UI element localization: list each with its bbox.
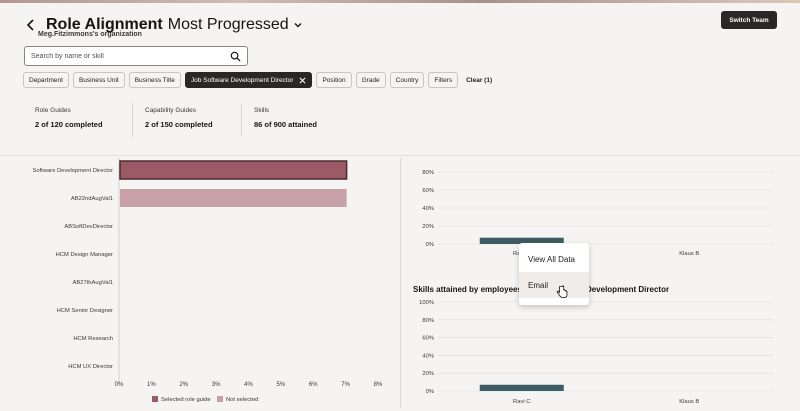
filter-country[interactable]: Country bbox=[389, 72, 425, 88]
stats-row: Role Guides 2 of 120 completed Capabilit… bbox=[24, 103, 329, 137]
stat-label: Capability Guides bbox=[145, 107, 196, 114]
skills-chart-title: Skills attained by employees in Job Soft… bbox=[413, 285, 670, 294]
filter-label: Department bbox=[29, 76, 63, 84]
switch-team-button[interactable]: Switch Team bbox=[721, 11, 777, 29]
organization-label: Meg.Fitzimmons's organization bbox=[38, 31, 142, 38]
category-label: HCM Research bbox=[73, 336, 113, 342]
stat-capability-guides: Capability Guides 2 of 150 completed bbox=[132, 103, 241, 137]
x-tick-label: 3% bbox=[212, 382, 221, 388]
chart-divider bbox=[400, 158, 401, 408]
stat-value: 86 of 900 attained bbox=[254, 120, 317, 129]
menu-item-email[interactable]: Email bbox=[519, 272, 589, 298]
x-tick-label: 4% bbox=[244, 382, 253, 388]
filter-business-unit[interactable]: Business Unit bbox=[72, 72, 125, 88]
x-tick-label: 2% bbox=[179, 382, 188, 388]
context-menu: View All Data Email bbox=[519, 243, 589, 305]
x-category-label: Klaus B bbox=[679, 399, 699, 405]
role-guide-chart: Software Development Director AB22ndAugVa… bbox=[32, 158, 383, 403]
category-label: Software Development Director bbox=[32, 168, 113, 174]
category-label: HCM Design Manager bbox=[56, 252, 113, 258]
filter-label: Business Unit bbox=[78, 76, 119, 84]
category-label: ABSoftDevDirector bbox=[64, 224, 113, 230]
stat-skills: Skills 86 of 900 attained bbox=[241, 103, 329, 137]
chevron-down-icon[interactable] bbox=[293, 20, 303, 30]
search-input[interactable] bbox=[31, 52, 230, 60]
stat-role-guides: Role Guides 2 of 120 completed bbox=[24, 103, 132, 137]
filter-bar: Department Business Unit Business Title … bbox=[23, 72, 496, 88]
y-tick-label: 20% bbox=[422, 371, 434, 377]
x-tick-label: 8% bbox=[374, 382, 383, 388]
category-label: HCM UX Director bbox=[68, 364, 113, 370]
filter-label: Business Title bbox=[134, 76, 175, 84]
filter-label: Position bbox=[322, 76, 346, 84]
close-icon[interactable] bbox=[299, 77, 306, 84]
skills-attained-chart: 0% 20% 40% 60% 80% 100% Ravi C Klaus B bbox=[419, 300, 773, 405]
stat-value: 2 of 120 completed bbox=[35, 120, 103, 129]
stat-value: 2 of 150 completed bbox=[145, 120, 213, 129]
page-header: Role Alignment Most Progressed bbox=[24, 10, 303, 40]
category-label: AB27thAugVal1 bbox=[72, 280, 113, 286]
top-decorative-strip bbox=[0, 0, 800, 3]
category-label: AB22ndAugVal1 bbox=[71, 196, 113, 202]
bar-ab22ndaugval1 bbox=[120, 189, 347, 207]
y-tick-label: 0% bbox=[426, 242, 434, 248]
y-tick-label: 40% bbox=[422, 206, 434, 212]
x-tick-label: 5% bbox=[277, 382, 286, 388]
x-tick-label: 1% bbox=[147, 382, 156, 388]
legend-swatch-not-selected bbox=[217, 396, 223, 402]
x-tick-label: 6% bbox=[309, 382, 318, 388]
filter-position[interactable]: Position bbox=[316, 72, 352, 88]
legend-label-selected: Selected role guide bbox=[161, 397, 211, 403]
filter-label: Job Software Development Director bbox=[190, 76, 294, 84]
y-tick-label: 60% bbox=[422, 188, 434, 194]
filter-more[interactable]: Filters bbox=[428, 72, 459, 88]
y-tick-label: 0% bbox=[426, 389, 434, 395]
search-box[interactable] bbox=[24, 46, 248, 66]
filter-label: Grade bbox=[361, 76, 380, 84]
clear-filters-button[interactable]: Clear (1) bbox=[466, 76, 493, 84]
back-icon[interactable] bbox=[24, 18, 38, 32]
y-tick-label: 100% bbox=[419, 300, 434, 306]
x-category-label: Klaus B bbox=[679, 251, 699, 257]
y-tick-label: 80% bbox=[422, 170, 434, 176]
y-tick-label: 60% bbox=[422, 336, 434, 342]
x-tick-label: 0% bbox=[115, 382, 124, 388]
y-tick-label: 80% bbox=[422, 318, 434, 324]
x-category-label: Ravi C bbox=[513, 399, 530, 405]
search-icon[interactable] bbox=[230, 51, 241, 62]
x-tick-label: 7% bbox=[341, 382, 350, 388]
filter-job-active[interactable]: Job Software Development Director bbox=[184, 72, 313, 88]
filter-grade[interactable]: Grade bbox=[355, 72, 386, 88]
category-label: HCM Senior Designer bbox=[57, 308, 113, 314]
filter-business-title[interactable]: Business Title bbox=[128, 72, 181, 88]
stat-label: Skills bbox=[254, 107, 270, 114]
menu-item-view-all-data[interactable]: View All Data bbox=[528, 254, 575, 264]
filter-label: Filters bbox=[434, 76, 453, 84]
section-divider bbox=[0, 155, 800, 156]
y-tick-label: 40% bbox=[422, 353, 434, 359]
page-title: Role Alignment bbox=[46, 16, 163, 33]
legend-label-not-selected: Not selected bbox=[226, 397, 258, 403]
bar-ravi-c bbox=[479, 237, 564, 244]
hand-cursor-icon bbox=[556, 285, 568, 298]
stat-label: Role Guides bbox=[35, 107, 71, 114]
filter-label: Country bbox=[395, 76, 419, 84]
bar-software-development-director bbox=[119, 160, 348, 180]
bar-ravi-c bbox=[479, 384, 564, 391]
y-tick-label: 20% bbox=[422, 224, 434, 230]
view-selector[interactable]: Most Progressed bbox=[167, 16, 289, 33]
filter-department[interactable]: Department bbox=[23, 72, 69, 88]
legend-swatch-selected bbox=[152, 396, 158, 402]
